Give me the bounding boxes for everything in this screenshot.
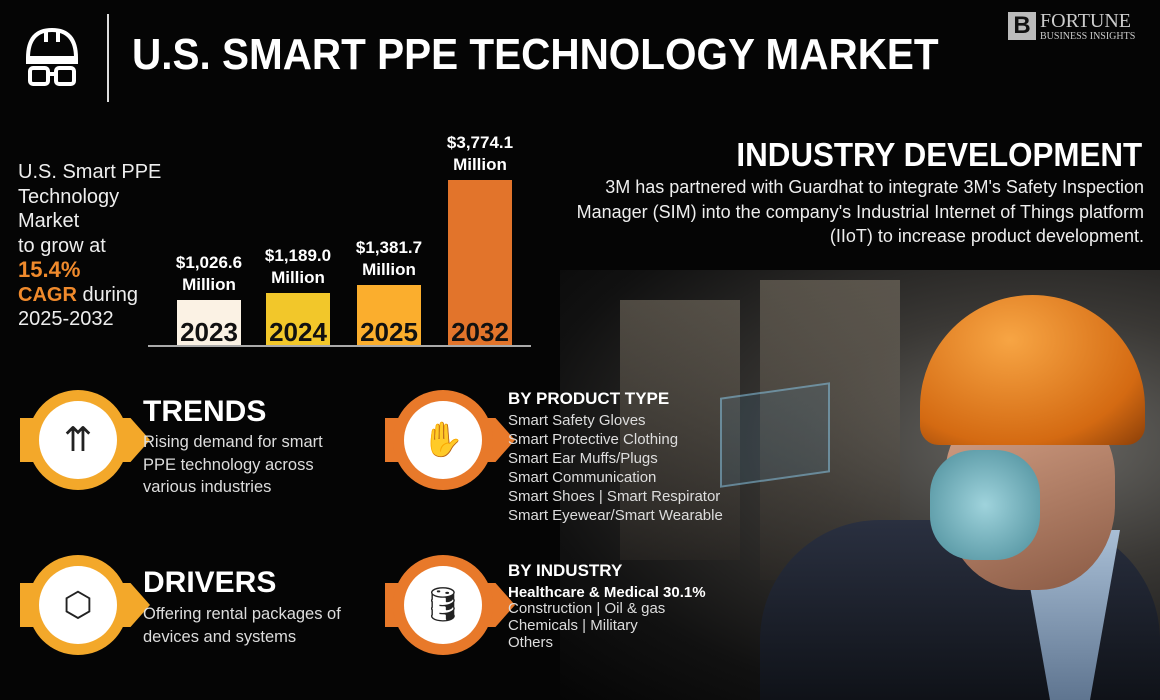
- market-summary: U.S. Smart PPE Technology Market to grow at…: [18, 160, 168, 332]
- growth-gear-icon: ⇈: [39, 401, 117, 479]
- list-item: Others: [508, 634, 554, 651]
- list-item: Smart Shoes | Smart Respirator: [508, 488, 721, 505]
- industry-badge: 🛢: [385, 555, 515, 655]
- trends-title: TRENDS: [143, 395, 267, 428]
- market-bar-chart: 2023 $1,026.6 Million 2024 $1,189.0 Million 20…: [0, 0, 560, 700]
- hardhat-goggles-icon: [22, 22, 82, 92]
- product-type-badge: ✋: [385, 390, 515, 490]
- product-type-list: Smart Safety Gloves Smart Protective Clo…: [508, 411, 723, 525]
- header-divider: [107, 14, 109, 102]
- list-item: Smart Eyewear/Smart Wearable: [508, 507, 723, 524]
- page-title: U.S. SMART PPE TECHNOLOGY MARKET: [132, 30, 939, 79]
- industry-list: Construction | Oil & gas Chemicals | Mil…: [508, 600, 665, 651]
- industry-development-text: 3M has partnered with Guardhat to integr…: [576, 177, 1144, 246]
- oil-barrel-icon: 🛢: [404, 566, 482, 644]
- tick-label: 2025: [360, 317, 418, 347]
- data-label: $1,026.6 Million: [175, 253, 243, 294]
- trends-text: Rising demand for smart PPE technology a…: [143, 433, 323, 496]
- drivers-badge: ⬡: [20, 555, 150, 655]
- list-item: Smart Safety Gloves: [508, 412, 646, 429]
- list-item: Smart Protective Clothing: [508, 431, 679, 448]
- data-label: $3,774.1 Million: [446, 133, 514, 174]
- bar-2024: [266, 293, 330, 345]
- face-mask: [930, 450, 1040, 560]
- industry-development-title: INDUSTRY DEVELOPMENT: [736, 136, 1142, 173]
- tick-label: 2032: [451, 317, 509, 347]
- trends-badge: ⇈: [20, 390, 150, 490]
- list-item: Smart Communication: [508, 469, 657, 486]
- data-label: $1,189.0 Million: [264, 246, 332, 287]
- hologram-screen: [720, 382, 830, 488]
- data-label: $1,381.7 Million: [355, 238, 423, 279]
- gloves-icon: ✋: [404, 401, 482, 479]
- drivers-title: DRIVERS: [143, 566, 277, 599]
- bar-2025: [357, 285, 421, 345]
- list-item: Smart Ear Muffs/Plugs: [508, 450, 658, 467]
- tick-label: 2024: [269, 317, 327, 347]
- cagr-value: 15.4%: [18, 257, 81, 282]
- list-item: Construction | Oil & gas: [508, 600, 666, 617]
- industry-title: BY INDUSTRY: [508, 561, 623, 580]
- list-item: Chemicals | Military: [508, 617, 638, 634]
- industry-highlight: Healthcare & Medical 30.1%: [508, 584, 706, 601]
- product-type-title: BY PRODUCT TYPE: [508, 389, 670, 408]
- bar-2023: [177, 300, 241, 345]
- drivers-text: Offering rental packages of devices and …: [143, 605, 341, 646]
- box-icon: ⬡: [39, 566, 117, 644]
- chart-axis: [148, 345, 531, 347]
- bar-2032: [448, 180, 512, 345]
- tick-label: 2023: [180, 317, 238, 347]
